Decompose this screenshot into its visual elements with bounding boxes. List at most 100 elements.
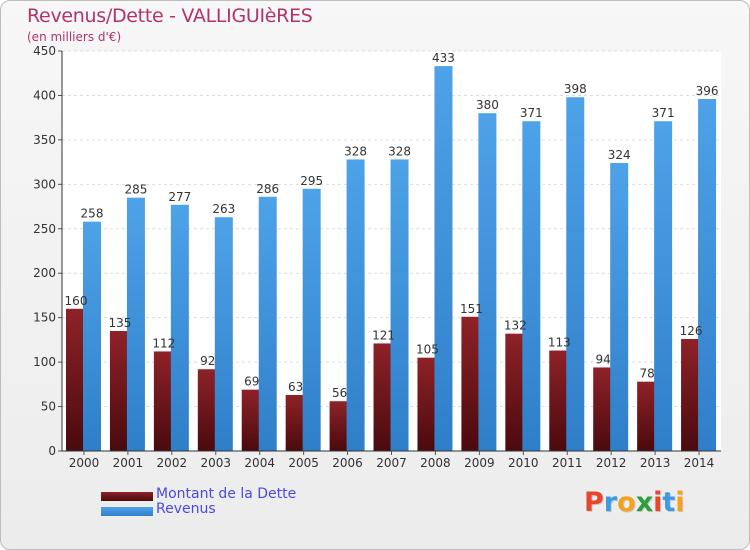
bar-debt-2010 [505,333,524,451]
logo-letter: i [653,487,663,518]
bar-debt-2011 [549,350,568,451]
data-label-revenue-2013: 371 [652,106,675,120]
bar-debt-2006 [329,401,348,451]
bar-revenue-2007 [390,159,409,451]
bar-debt-2000 [66,308,84,451]
logo-letter: o [617,487,636,518]
data-label-revenue-2003: 263 [212,202,235,216]
legend-label-debt: Montant de la Dette [156,486,297,502]
y-tick-label: 300 [33,177,56,191]
bar-revenue-2000 [83,221,101,451]
y-tick-label: 450 [33,44,56,58]
chart-title: Revenus/Dette - VALLIGUIèRES [27,5,313,27]
data-label-debt-2006: 56 [332,386,347,400]
bar-revenue-2013 [654,121,673,451]
bar-revenue-2003 [214,217,233,451]
y-tick-label: 150 [33,311,56,325]
data-label-revenue-2010: 371 [520,106,543,120]
logo-letter: P [584,487,604,518]
proxiti-logo: Proxiti [584,487,685,518]
data-label-revenue-2014: 396 [696,84,719,98]
bar-debt-2012 [593,367,612,451]
data-label-debt-2007: 121 [372,328,395,342]
y-tick-label: 400 [33,88,56,102]
x-tick-label-2005: 2005 [288,456,319,470]
data-label-debt-2008: 105 [416,343,439,357]
bar-revenue-2010 [522,121,541,451]
data-label-debt-2004: 69 [244,375,259,389]
data-label-debt-2010: 132 [504,319,527,333]
data-label-revenue-2000: 258 [81,207,104,221]
data-label-revenue-2005: 295 [300,174,323,188]
data-label-debt-2005: 63 [288,380,303,394]
data-label-debt-2011: 113 [548,336,571,350]
data-label-debt-2012: 94 [596,352,611,366]
logo-letter: i [675,487,685,518]
data-label-revenue-2004: 286 [256,182,279,196]
bar-revenue-2012 [610,163,629,451]
x-tick-label-2008: 2008 [420,456,451,470]
x-tick-label-2004: 2004 [244,456,275,470]
bar-debt-2001 [109,331,128,451]
data-label-revenue-2009: 380 [476,98,499,112]
data-label-revenue-2007: 328 [388,144,411,158]
y-tick-label: 200 [33,266,56,280]
data-label-revenue-2012: 324 [608,148,631,162]
legend-label-revenue: Revenus [156,501,216,517]
bar-debt-2004 [241,389,260,451]
y-tick-label: 250 [33,222,56,236]
data-label-revenue-2008: 433 [432,51,455,65]
data-label-revenue-2002: 277 [168,190,191,204]
x-tick-label-2000: 2000 [69,456,100,470]
bar-debt-2007 [373,343,392,451]
bar-revenue-2004 [258,196,277,451]
x-tick-label-2002: 2002 [157,456,188,470]
bar-revenue-2001 [126,197,145,451]
x-tick-label-2003: 2003 [200,456,231,470]
x-tick-label-2006: 2006 [332,456,363,470]
y-tick-label: 50 [41,400,56,414]
data-label-debt-2002: 112 [152,336,175,350]
x-tick-label-2011: 2011 [552,456,583,470]
y-tick-label: 100 [33,355,56,369]
logo-letter: r [603,487,618,518]
bar-revenue-2005 [302,188,321,451]
x-tick-label-2013: 2013 [640,456,671,470]
bar-debt-2014 [681,339,700,451]
data-label-debt-2001: 135 [108,316,131,330]
x-tick-label-2014: 2014 [684,456,715,470]
bar-debt-2005 [285,395,304,451]
bar-debt-2008 [417,357,436,451]
y-tick-label: 0 [48,444,56,458]
x-tick-label-2010: 2010 [508,456,539,470]
y-tick-label: 350 [33,133,56,147]
data-label-revenue-2006: 328 [344,144,367,158]
x-tick-label-2007: 2007 [376,456,407,470]
bar-revenue-2009 [478,113,497,451]
bar-revenue-2006 [346,159,365,451]
bar-revenue-2011 [566,97,585,451]
data-label-debt-2013: 78 [639,367,654,381]
x-tick-label-2001: 2001 [113,456,144,470]
x-tick-label-2012: 2012 [596,456,627,470]
x-tick-label-2009: 2009 [464,456,495,470]
chart-subtitle: (en milliers d'€) [27,30,122,44]
bar-revenue-2014 [698,99,717,451]
bar-debt-2009 [461,316,480,451]
data-label-revenue-2011: 398 [564,82,587,96]
bar-debt-2013 [637,381,656,451]
bar-revenue-2008 [434,66,453,451]
bar-debt-2003 [197,369,216,451]
data-label-debt-2003: 92 [200,354,215,368]
data-label-debt-2014: 126 [680,324,703,338]
legend-swatch-debt [101,492,153,501]
data-label-debt-2009: 151 [460,302,483,316]
bar-debt-2002 [153,351,172,451]
legend-swatch-revenue [101,507,153,516]
bar-revenue-2002 [170,204,189,451]
logo-letter: x [635,487,654,518]
data-label-debt-2000: 160 [65,294,88,308]
logo-letter: t [662,487,676,518]
